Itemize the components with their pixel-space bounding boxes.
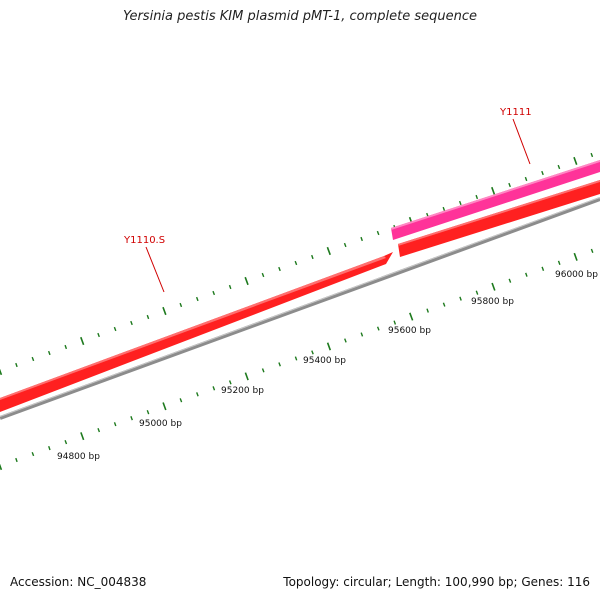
outer-tick: [360, 236, 363, 242]
outer-tick: [31, 356, 35, 362]
outer-tick: [278, 266, 281, 272]
inner-tick: [573, 252, 578, 261]
inner-tick: [557, 260, 561, 265]
inner-tick: [393, 320, 397, 325]
outer-tick: [195, 296, 199, 302]
inner-tick: [31, 451, 35, 457]
inner-tick: [311, 350, 314, 355]
inner-tick: [344, 338, 347, 343]
inner-tick: [590, 248, 594, 253]
ruler-label-95400: 95400 bp: [303, 356, 346, 366]
inner-tick: [244, 372, 249, 381]
ruler-label-95200: 95200 bp: [221, 386, 264, 396]
outer-tick: [475, 194, 479, 200]
gene-label-y1110s: Y1110.S: [123, 235, 165, 246]
inner-tick: [360, 332, 364, 337]
sequence-backbone: [0, 197, 600, 420]
outer-tick: [64, 344, 68, 350]
inner-tick: [508, 278, 512, 283]
outer-tick: [228, 284, 232, 290]
outer-tick: [541, 170, 544, 176]
inner-tick: [459, 296, 462, 301]
outer-tick: [244, 276, 249, 286]
inner-tick: [294, 356, 298, 361]
ruler-label-95800: 95800 bp: [471, 297, 514, 307]
label-leader-y1111: [512, 118, 531, 165]
gene-forward-right-highlight: [398, 180, 600, 246]
inner-tick: [97, 428, 101, 433]
inner-tick: [278, 362, 281, 367]
outer-tick: [508, 182, 511, 188]
inner-tick: [442, 302, 446, 307]
label-leader-y1110s: [145, 246, 165, 293]
outer-tick: [80, 336, 85, 346]
outer-tick: [557, 164, 561, 170]
outer-tick: [491, 186, 496, 195]
inner-tick-marks: [0, 248, 594, 471]
inner-tick: [212, 386, 216, 391]
outer-tick: [146, 314, 150, 320]
map-title: Yersinia pestis KIM plasmid pMT-1, compl…: [122, 9, 478, 24]
outer-tick-marks: [0, 152, 594, 376]
outer-tick: [0, 368, 3, 376]
backbone-highlight: [0, 197, 600, 417]
ruler-label-95600: 95600 bp: [388, 326, 431, 336]
outer-tick: [311, 254, 314, 260]
outer-tick: [97, 332, 100, 338]
outer-tick: [162, 306, 167, 316]
inner-tick: [146, 410, 150, 415]
outer-tick: [15, 362, 18, 368]
ruler-label-96000: 96000 bp: [555, 270, 598, 280]
accession-text: Accession: NC_004838: [10, 575, 147, 589]
gene-label-y1111: Y1111: [499, 107, 532, 118]
outer-tick: [442, 206, 446, 212]
inner-tick: [525, 272, 528, 277]
outer-tick: [294, 260, 298, 266]
inner-tick: [261, 368, 265, 373]
gene-y1110s-highlight: [0, 256, 386, 400]
inner-tick: [409, 312, 414, 321]
gene-y1111-highlight: [391, 160, 600, 230]
gene-y1111[interactable]: [391, 160, 600, 240]
outer-tick: [376, 230, 380, 236]
outer-tick: [458, 200, 462, 206]
outer-tick: [590, 152, 594, 158]
outer-tick: [573, 156, 578, 165]
outer-tick: [130, 320, 133, 326]
inner-tick: [475, 290, 479, 295]
inner-tick: [15, 457, 18, 463]
ruler-label-94800: 94800 bp: [57, 452, 100, 462]
inner-tick: [376, 326, 380, 331]
outer-tick: [113, 326, 117, 332]
outer-tick: [261, 272, 265, 278]
outer-tick: [524, 176, 528, 182]
inner-tick: [491, 282, 496, 291]
inner-tick: [179, 398, 183, 403]
inner-tick: [80, 432, 85, 441]
gene-y1110s[interactable]: [0, 252, 393, 412]
inner-tick: [426, 308, 429, 313]
inner-tick: [48, 445, 51, 451]
inner-tick: [0, 463, 3, 471]
inner-tick: [541, 266, 545, 271]
ruler-label-95000: 95000 bp: [139, 419, 182, 429]
inner-tick: [228, 380, 232, 385]
outer-tick: [343, 242, 347, 248]
inner-tick: [326, 342, 332, 351]
outer-tick: [179, 302, 183, 308]
inner-tick: [130, 416, 133, 421]
outer-tick: [212, 290, 216, 296]
inner-tick: [196, 392, 199, 397]
topology-stats-text: Topology: circular; Length: 100,990 bp; …: [283, 575, 590, 589]
outer-tick: [47, 350, 51, 356]
inner-tick: [64, 439, 68, 445]
outer-tick: [326, 246, 331, 256]
inner-tick: [162, 402, 167, 411]
gene-forward-right[interactable]: [398, 180, 600, 257]
inner-tick: [113, 422, 117, 427]
